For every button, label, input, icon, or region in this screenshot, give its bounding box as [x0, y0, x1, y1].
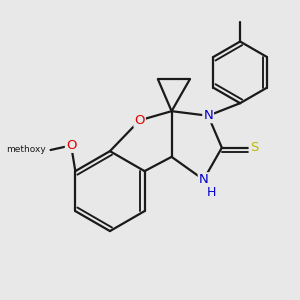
Text: methoxy: methoxy [6, 146, 46, 154]
Text: O: O [134, 114, 145, 127]
Text: H: H [207, 186, 216, 199]
Text: N: N [203, 109, 213, 122]
Text: O: O [66, 139, 76, 152]
Text: N: N [199, 173, 208, 186]
Text: S: S [250, 141, 258, 154]
